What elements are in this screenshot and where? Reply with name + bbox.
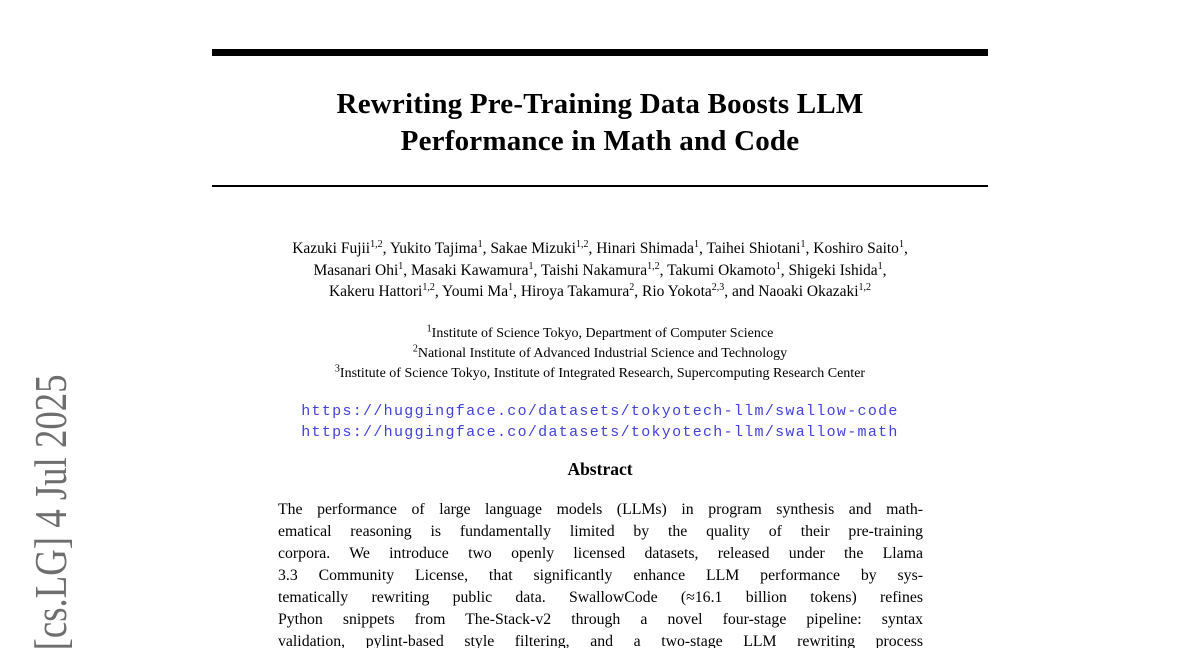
- author-affiliation-sup: 2,3: [711, 281, 725, 293]
- dataset-link-row: https://huggingface.co/datasets/tokyotec…: [212, 422, 988, 443]
- title-rule-bottom: [212, 185, 988, 187]
- paper-title-line2: Performance in Math and Code: [400, 125, 800, 157]
- affiliation-line: 3Institute of Science Tokyo, Institute o…: [212, 364, 988, 384]
- dataset-link-row: https://huggingface.co/datasets/tokyotec…: [212, 401, 988, 422]
- author-affiliation-sup: 1,2: [370, 238, 383, 250]
- abstract-line: Python snippets from The-Stack-v2 throug…: [278, 611, 923, 628]
- author-name: Rio Yokota: [641, 283, 712, 300]
- abstract-text: The performance of large language models…: [278, 499, 923, 648]
- author-separator: ,: [634, 283, 642, 300]
- author-affiliation-sup: 1,2: [422, 281, 435, 293]
- author-name: Takumi Okamoto: [667, 261, 776, 279]
- title-rule-top: [212, 49, 988, 56]
- author-separator: ,: [805, 240, 814, 257]
- author-name: Kazuki Fujii: [292, 240, 371, 257]
- paper-title: Rewriting Pre-Training Data Boosts LLM P…: [212, 86, 988, 160]
- abstract-line: 3.3 Community License, that significantl…: [278, 567, 923, 584]
- author-affiliation-sup: 1,2: [575, 238, 589, 250]
- author-separator: ,: [513, 283, 521, 300]
- affiliation-sup: 3: [334, 363, 340, 375]
- author-affiliation-sup: 1,2: [647, 260, 660, 272]
- author-separator: ,: [882, 261, 887, 279]
- author-affiliation-sup: 1,2: [858, 281, 872, 293]
- author-name: Hiroya Takamura: [520, 283, 630, 300]
- affiliation-list: 1Institute of Science Tokyo, Department …: [212, 324, 988, 384]
- author-name: Masaki Kawamura: [411, 261, 529, 279]
- abstract-line: ematical reasoning is fundamentally limi…: [278, 523, 923, 540]
- author-name: Taishi Nakamura: [541, 261, 648, 279]
- abstract-heading: Abstract: [567, 459, 633, 479]
- author-line: Masanari Ohi1, Masaki Kawamura1, Taishi …: [202, 260, 998, 282]
- dataset-links: https://huggingface.co/datasets/tokyotec…: [212, 401, 988, 443]
- author-separator: ,: [382, 240, 390, 257]
- affiliation-text: Institute of Science Tokyo, Department o…: [431, 326, 774, 341]
- author-line: Kazuki Fujii1,2, Yukito Tajima1, Sakae M…: [202, 238, 998, 260]
- author-line: Kakeru Hattori1,2, Youmi Ma1, Hiroya Tak…: [202, 281, 998, 303]
- author-affiliation-sup: 2: [629, 281, 635, 293]
- author-separator: ,: [482, 240, 491, 257]
- author-name: Taihei Shiotani: [706, 240, 801, 257]
- abstract-line: validation, pylint-based style filtering…: [278, 633, 923, 648]
- author-affiliation-sup: 1: [398, 260, 404, 272]
- abstract-line: tematically rewriting public data. Swall…: [278, 589, 923, 606]
- affiliation-line: 1Institute of Science Tokyo, Department …: [212, 324, 988, 344]
- affiliation-text: National Institute of Advanced Industria…: [417, 346, 788, 361]
- author-name: Kakeru Hattori: [328, 283, 423, 300]
- author-separator: ,: [724, 283, 733, 300]
- affiliation-sup: 1: [426, 323, 432, 335]
- author-separator: ,: [780, 261, 789, 279]
- affiliation-line: 2National Institute of Advanced Industri…: [212, 344, 988, 364]
- author-separator: ,: [698, 240, 707, 257]
- paper-title-line1: Rewriting Pre-Training Data Boosts LLM: [336, 88, 864, 120]
- author-name: Koshiro Saito: [813, 240, 899, 257]
- author-separator: ,: [588, 240, 597, 257]
- arxiv-stamp-text: [cs.LG] 4 Jul 2025: [25, 374, 76, 648]
- author-name: Yukito Tajima: [389, 240, 478, 257]
- arxiv-stamp: [cs.LG] 4 Jul 2025: [25, 344, 76, 648]
- author-separator: ,: [903, 240, 908, 257]
- author-separator: ,: [434, 283, 443, 300]
- abstract-line: The performance of large language models…: [278, 501, 923, 518]
- author-name: Sakae Mizuki: [490, 240, 576, 257]
- author-separator: ,: [659, 261, 668, 279]
- author-affiliation-sup: 1: [508, 281, 514, 293]
- author-name: Masanari Ohi: [313, 261, 399, 279]
- author-affiliation-sup: 1: [898, 238, 904, 250]
- author-separator: ,: [403, 261, 412, 279]
- author-name: Hinari Shimada: [596, 240, 694, 257]
- affiliation-sup: 2: [412, 343, 418, 355]
- author-affiliation-sup: 1: [693, 238, 699, 250]
- dataset-link[interactable]: https://huggingface.co/datasets/tokyotec…: [301, 424, 899, 441]
- author-affiliation-sup: 1: [528, 260, 534, 272]
- author-affiliation-sup: 1: [877, 260, 883, 272]
- abstract-line: corpora. We introduce two openly license…: [278, 545, 923, 562]
- dataset-link[interactable]: https://huggingface.co/datasets/tokyotec…: [301, 403, 899, 420]
- author-affiliation-sup: 1: [775, 260, 781, 272]
- author-list: Kazuki Fujii1,2, Yukito Tajima1, Sakae M…: [202, 238, 998, 303]
- author-affiliation-sup: 1: [477, 238, 483, 250]
- author-affiliation-sup: 1: [800, 238, 806, 250]
- author-name: Shigeki Ishida: [788, 261, 878, 279]
- author-name: Youmi Ma: [442, 283, 509, 300]
- affiliation-text: Institute of Science Tokyo, Institute of…: [339, 366, 866, 381]
- author-separator: ,: [533, 261, 541, 279]
- author-name: and Naoaki Okazaki: [732, 283, 859, 300]
